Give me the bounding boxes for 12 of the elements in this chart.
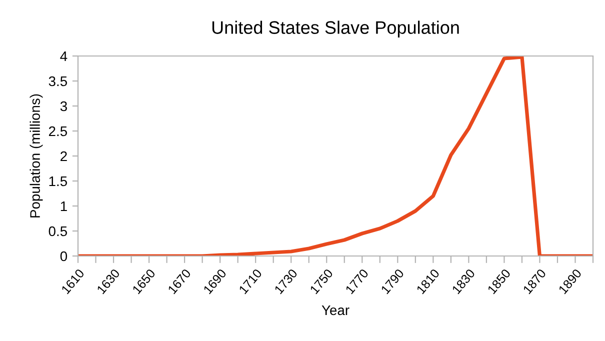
y-tick-label: 0 — [60, 251, 68, 262]
y-tick-label: 2 — [60, 151, 67, 162]
chart-title: United States Slave Population — [212, 20, 459, 38]
y-tick-label: 3 — [60, 101, 67, 112]
y-tick-label: 3.5 — [48, 76, 68, 86]
y-tick-label: 1 — [60, 201, 67, 212]
x-axis-title: Year — [322, 305, 350, 316]
y-tick-label: 1.5 — [49, 176, 68, 186]
y-tick-label: 4 — [60, 51, 68, 62]
y-tick-label: 0.5 — [48, 226, 68, 236]
y-axis-title: Population (millions) — [30, 94, 43, 218]
y-tick-label: 2.5 — [48, 126, 68, 136]
